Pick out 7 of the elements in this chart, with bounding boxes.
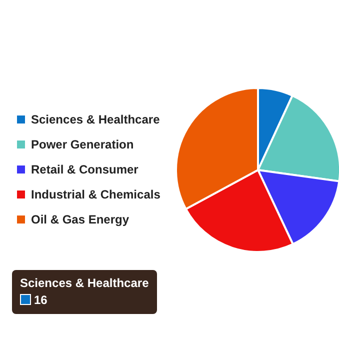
legend-label: Industrial & Chemicals: [31, 188, 161, 202]
legend-label: Oil & Gas Energy: [31, 212, 130, 226]
legend-label: Power Generation: [31, 138, 134, 152]
text: Sciences & Healthcare: [20, 276, 149, 290]
text: 16: [34, 293, 48, 307]
legend-label: Retail & Consumer: [31, 162, 139, 176]
legend-label: Sciences & Healthcare: [31, 112, 160, 126]
